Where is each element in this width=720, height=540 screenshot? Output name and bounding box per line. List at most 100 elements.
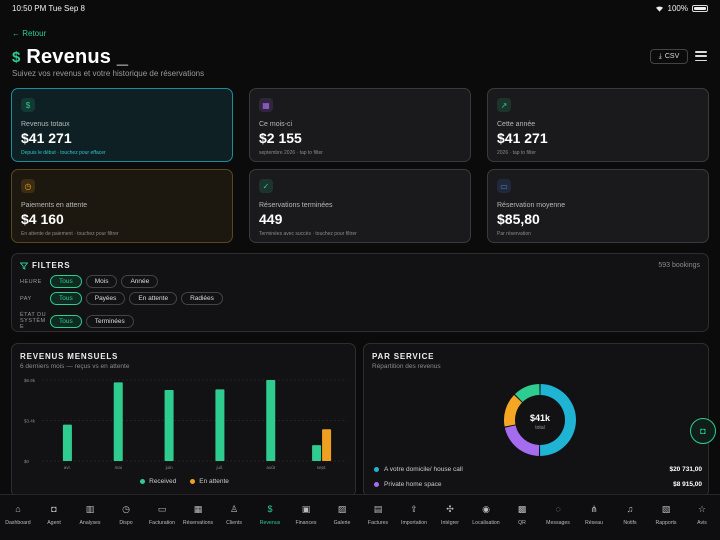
monthly-bar-chart: $6.9k $3.4k $0 avr. mai juin juil. août sept. <box>24 378 347 470</box>
filter-chip[interactable]: Année <box>121 275 159 288</box>
trend-up-icon: ↗ <box>497 98 511 112</box>
stat-card[interactable]: ◷ Paiements en attente $4 160 En attente de… <box>11 169 233 243</box>
bar-chart-icon: ▥ <box>85 504 95 514</box>
stat-card[interactable]: ↗ Cette année $41 271 2026 · tap to filter <box>487 88 709 162</box>
donut-slice[interactable] <box>504 395 522 427</box>
pending-bar[interactable] <box>322 429 332 461</box>
y-tick-label: $3.4k <box>24 419 36 424</box>
service-item[interactable]: A votre domicile/ house call $20 731,00 <box>374 466 702 473</box>
message-icon: ◌ <box>555 504 561 514</box>
received-bar[interactable] <box>164 389 174 461</box>
stat-label: Cette année <box>497 121 536 128</box>
users-icon: ♙ <box>229 504 239 514</box>
donut-total-label: total <box>535 425 544 431</box>
robot-icon: ◘ <box>51 504 57 514</box>
x-tick-label: juin <box>165 465 174 470</box>
filter-chip[interactable]: Radiées <box>181 292 223 305</box>
received-bar[interactable] <box>62 424 72 461</box>
filter-chip[interactable]: Payées <box>85 292 126 305</box>
tab-reseau[interactable]: ⋔ Réseau <box>576 495 612 540</box>
battery-percent: 100% <box>667 4 688 13</box>
filter-row: PAY Tous Payées En attente Radiées <box>20 292 227 305</box>
monthly-revenue-panel: REVENUS MENSUELS 6 derniers mois — reçus… <box>11 343 356 497</box>
received-bar[interactable] <box>266 380 276 461</box>
bookings-count: 593 bookings <box>658 262 700 269</box>
page-subtitle: Suivez vos revenus et votre historique d… <box>12 69 205 78</box>
tab-localisation[interactable]: ◉ Localisation <box>468 495 504 540</box>
tab-label: Revenus <box>259 520 281 526</box>
stat-subtext: 2026 · tap to filter <box>497 150 536 156</box>
tab-agent[interactable]: ◘ Agent <box>36 495 72 540</box>
tab-finances[interactable]: ▣ Finances <box>288 495 324 540</box>
stat-value: $41 271 <box>497 130 548 146</box>
x-tick-label: avr. <box>64 465 71 470</box>
tab-label: Rapports <box>655 520 677 526</box>
stat-label: Revenus totaux <box>21 121 70 128</box>
clock-icon: ◷ <box>122 504 130 514</box>
qr-icon: ▩ <box>517 504 527 514</box>
assistant-fab[interactable]: ◘ <box>690 418 716 444</box>
stat-value: $4 160 <box>21 211 64 227</box>
dollar-icon: $ <box>267 504 273 514</box>
stat-card[interactable]: ✓ Réservations terminées 449 Terminées avec… <box>249 169 471 243</box>
service-name: A votre domicile/ house call <box>384 466 463 473</box>
wallet-icon: ▣ <box>301 504 311 514</box>
donut-center <box>517 397 563 443</box>
tab-label: Clients <box>226 520 242 526</box>
filter-chip[interactable]: En attente <box>129 292 178 305</box>
monthly-revenue-title: REVENUS MENSUELS <box>20 352 119 361</box>
tab-label: Galerie <box>333 520 351 526</box>
tab-label: Localisation <box>472 520 500 526</box>
filter-chip[interactable]: Mois <box>85 275 118 288</box>
tab-qr[interactable]: ▩ QR <box>504 495 540 540</box>
tab-analyses[interactable]: ▥ Analyses <box>72 495 108 540</box>
export-csv-button[interactable]: ⤓ CSV <box>650 49 688 64</box>
tab-galerie[interactable]: ▨ Galerie <box>324 495 360 540</box>
tab-label: Analyses <box>79 520 101 526</box>
tab-factures[interactable]: ▤ Factures <box>360 495 396 540</box>
filter-chip[interactable]: Tous <box>50 292 82 305</box>
service-item[interactable]: Private home space $8 915,00 <box>374 481 702 488</box>
received-bar[interactable] <box>113 382 123 461</box>
tab-clients[interactable]: ♙ Clients <box>216 495 252 540</box>
status-bar: 10:50 PM Tue Sep 8 100% <box>0 0 720 16</box>
tab-reservations[interactable]: ▦ Réservations <box>180 495 216 540</box>
service-color-dot <box>374 467 379 472</box>
tab-integrer[interactable]: ✣ Intégrer <box>432 495 468 540</box>
tab-dashboard[interactable]: ⌂ Dashboard <box>0 495 36 540</box>
tab-importation[interactable]: ⇪ Importation <box>396 495 432 540</box>
stat-value: $41 271 <box>21 130 72 146</box>
donut-slice[interactable] <box>514 384 540 403</box>
report-icon: ▧ <box>661 504 671 514</box>
tab-messages[interactable]: ◌ Messages <box>540 495 576 540</box>
x-tick-label: mai <box>115 465 122 470</box>
stat-card[interactable]: ▭ Réservation moyenne $85,80 Par réservatio… <box>487 169 709 243</box>
battery-icon <box>692 5 708 12</box>
download-icon: ⤓ <box>658 52 662 60</box>
menu-icon[interactable] <box>695 51 707 61</box>
page-title: Revenus _ <box>26 46 129 68</box>
pending-legend-dot <box>190 479 196 484</box>
received-bar[interactable] <box>312 445 322 461</box>
filter-chip[interactable]: Terminées <box>85 314 134 328</box>
donut-slice[interactable] <box>504 425 540 456</box>
stat-value: 449 <box>259 211 283 227</box>
tab-dispo[interactable]: ◷ Dispo <box>108 495 144 540</box>
stat-card[interactable]: ▦ Ce mois-ci $2 155 septembre 2026 · tap to… <box>249 88 471 162</box>
tab-notifs[interactable]: ♫ Notifs <box>612 495 648 540</box>
filter-chip[interactable]: Tous <box>50 314 82 328</box>
back-link[interactable]: ← Retour <box>12 29 47 38</box>
tab-rapports[interactable]: ▧ Rapports <box>648 495 684 540</box>
filter-chip[interactable]: Tous <box>50 275 82 288</box>
received-bar[interactable] <box>215 389 225 461</box>
tab-facturation[interactable]: ▭ Facturation <box>144 495 180 540</box>
received-legend-dot <box>140 479 146 484</box>
tab-avis[interactable]: ☆ Avis <box>684 495 720 540</box>
tab-label: Réseau <box>585 520 603 526</box>
service-color-dot <box>374 482 379 487</box>
stat-subtext: En attente de paiement · touchez pour fi… <box>21 231 119 237</box>
tab-revenus[interactable]: $ Revenus <box>252 495 288 540</box>
stat-card[interactable]: $ Revenus totaux $41 271 Depuis le début · … <box>11 88 233 162</box>
tab-label: Dashboard <box>5 520 31 526</box>
donut-slice[interactable] <box>540 384 576 456</box>
